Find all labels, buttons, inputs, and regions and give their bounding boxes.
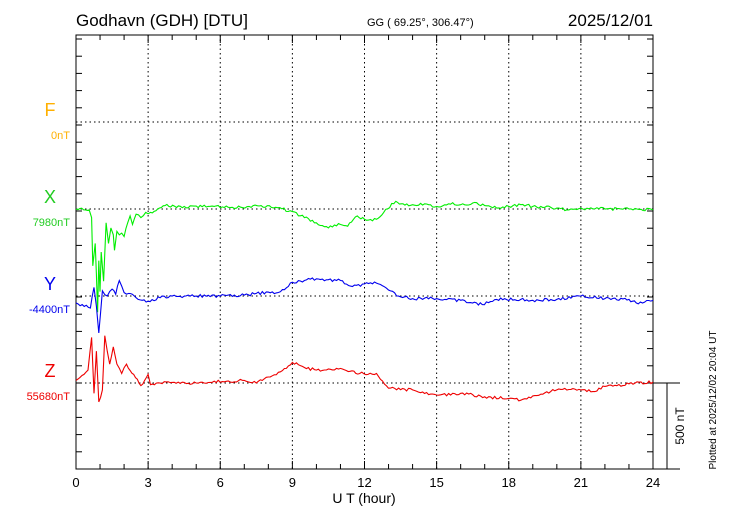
- traces: [75, 200, 654, 403]
- x-tick-label: 6: [217, 475, 224, 490]
- x-tick-label: 9: [289, 475, 296, 490]
- trace-y: [75, 277, 654, 334]
- baseline-value-z: 55680nT: [27, 391, 71, 403]
- x-tick-label: 12: [357, 475, 371, 490]
- plot-date: 2025/12/01: [568, 11, 653, 30]
- grid: [76, 35, 653, 469]
- scale-bar: 500 nT: [653, 382, 687, 470]
- axis-ticks: [76, 35, 653, 470]
- x-tick-labels: 0 3 6 9 12 15 18 21 24: [72, 475, 660, 490]
- trace-z: [75, 335, 654, 403]
- x-tick-label: 3: [145, 475, 152, 490]
- component-name-z: Z: [45, 361, 56, 381]
- x-tick-label: 0: [72, 475, 79, 490]
- component-name-y: Y: [44, 274, 56, 294]
- baseline-value-y: -4400nT: [29, 304, 70, 316]
- component-name-x: X: [44, 187, 56, 207]
- component-name-f: F: [45, 100, 56, 120]
- x-tick-label: 21: [574, 475, 588, 490]
- x-tick-label: 15: [429, 475, 443, 490]
- scale-label: 500 nT: [673, 407, 687, 445]
- x-tick-label: 18: [502, 475, 516, 490]
- x-axis-label: U T (hour): [332, 490, 395, 506]
- plotted-timestamp: Plotted at 2025/12/02 20:04 UT: [708, 331, 719, 470]
- station-coords: GG ( 69.25°, 306.47°): [367, 17, 474, 29]
- baseline-value-f: 0nT: [51, 130, 70, 142]
- component-labels: F 0nT X 7980nT Y -4400nT Z 55680nT: [27, 100, 71, 403]
- baseline-value-x: 7980nT: [33, 217, 71, 229]
- plot-frame: [75, 34, 654, 470]
- trace-x: [75, 200, 654, 313]
- station-title: Godhavn (GDH) [DTU]: [76, 11, 248, 30]
- x-tick-label: 24: [646, 475, 660, 490]
